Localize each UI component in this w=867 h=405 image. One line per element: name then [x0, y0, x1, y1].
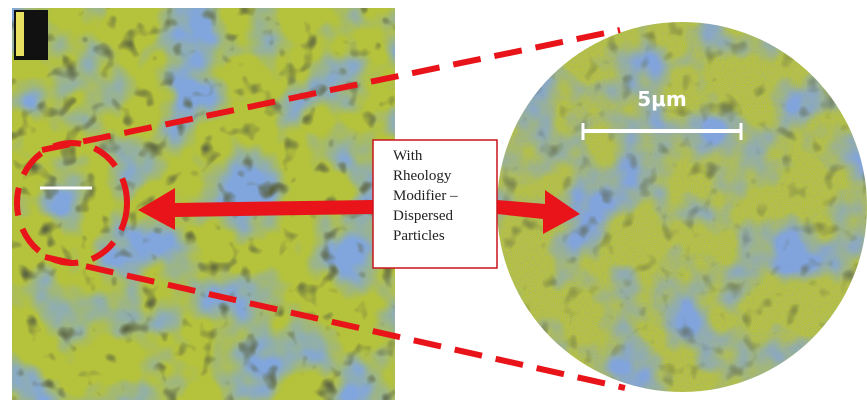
annotation-line: Dispersed: [393, 208, 453, 224]
annotation-line: With: [393, 148, 423, 164]
annotation-line: Modifier –: [393, 188, 458, 204]
annotation-box: [373, 140, 497, 268]
page: 5μm With Rheology Modifier – Dispersed Parti…: [0, 0, 867, 405]
annotation-line: Rheology: [393, 168, 452, 184]
figure: 5μm With Rheology Modifier – Dispersed Parti…: [0, 0, 867, 405]
scale-label: 5μm: [637, 87, 686, 111]
annotation-line: Particles: [393, 228, 445, 244]
